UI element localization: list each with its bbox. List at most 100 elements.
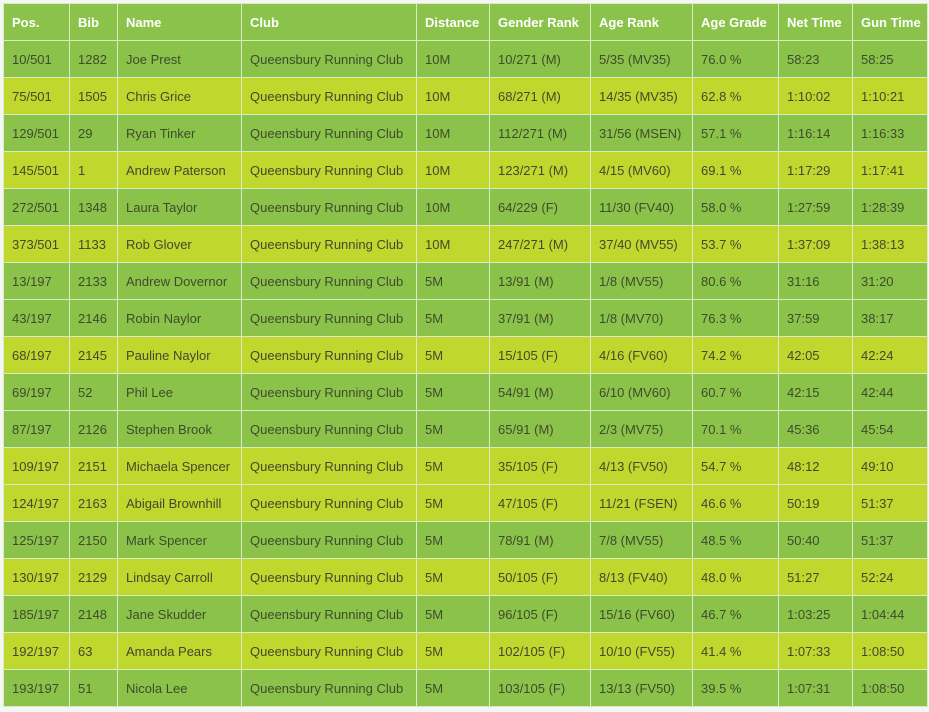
cell-net-time: 1:03:25 [778,595,853,633]
cell-gender-rank: 10/271 (M) [489,40,591,78]
cell-net-time: 50:40 [778,521,853,559]
cell-bib: 2126 [69,410,118,448]
cell-club: Queensbury Running Club [241,521,417,559]
cell-net-time: 42:15 [778,373,853,411]
cell-gun-time: 42:44 [852,373,928,411]
cell-gender-rank: 64/229 (F) [489,188,591,226]
cell-age-grade: 58.0 % [692,188,779,226]
cell-gun-time: 52:24 [852,558,928,596]
cell-bib: 1282 [69,40,118,78]
table-header-row: Pos. Bib Name Club Distance Gender Rank … [3,3,928,41]
cell-bib: 2150 [69,521,118,559]
table-row: 109/197 2151 Michaela Spencer Queensbury Ru… [3,447,928,485]
cell-gun-time: 49:10 [852,447,928,485]
cell-bib: 29 [69,114,118,152]
cell-name: Amanda Pears [117,632,242,670]
cell-club: Queensbury Running Club [241,632,417,670]
cell-name: Andrew Dovernor [117,262,242,300]
table-row: 193/197 51 Nicola Lee Queensbury Running Cl… [3,669,928,707]
cell-age-grade: 39.5 % [692,669,779,707]
cell-age-rank: 6/10 (MV60) [590,373,693,411]
cell-distance: 5M [416,447,490,485]
cell-age-grade: 76.3 % [692,299,779,337]
cell-net-time: 51:27 [778,558,853,596]
cell-pos: 109/197 [3,447,70,485]
table-row: 185/197 2148 Jane Skudder Queensbury Runnin… [3,595,928,633]
cell-bib: 52 [69,373,118,411]
cell-gun-time: 1:17:41 [852,151,928,189]
cell-age-rank: 8/13 (FV40) [590,558,693,596]
cell-pos: 75/501 [3,77,70,115]
cell-bib: 1133 [69,225,118,263]
cell-age-grade: 46.6 % [692,484,779,522]
cell-gun-time: 42:24 [852,336,928,374]
cell-pos: 272/501 [3,188,70,226]
cell-gender-rank: 103/105 (F) [489,669,591,707]
cell-bib: 2129 [69,558,118,596]
cell-pos: 124/197 [3,484,70,522]
cell-gun-time: 31:20 [852,262,928,300]
cell-age-grade: 69.1 % [692,151,779,189]
cell-age-rank: 5/35 (MV35) [590,40,693,78]
column-header-age-rank: Age Rank [590,3,693,41]
table-row: 125/197 2150 Mark Spencer Queensbury Runnin… [3,521,928,559]
cell-name: Jane Skudder [117,595,242,633]
cell-name: Ryan Tinker [117,114,242,152]
cell-distance: 5M [416,484,490,522]
cell-pos: 145/501 [3,151,70,189]
cell-age-grade: 62.8 % [692,77,779,115]
cell-age-rank: 2/3 (MV75) [590,410,693,448]
cell-age-grade: 80.6 % [692,262,779,300]
cell-bib: 2148 [69,595,118,633]
cell-distance: 5M [416,410,490,448]
cell-gun-time: 51:37 [852,521,928,559]
cell-net-time: 45:36 [778,410,853,448]
cell-age-grade: 57.1 % [692,114,779,152]
cell-age-grade: 41.4 % [692,632,779,670]
cell-age-rank: 15/16 (FV60) [590,595,693,633]
cell-gender-rank: 47/105 (F) [489,484,591,522]
cell-age-rank: 4/16 (FV60) [590,336,693,374]
cell-net-time: 50:19 [778,484,853,522]
cell-gun-time: 1:16:33 [852,114,928,152]
cell-net-time: 1:17:29 [778,151,853,189]
column-header-name: Name [117,3,242,41]
table-row: 43/197 2146 Robin Naylor Queensbury Running… [3,299,928,337]
cell-club: Queensbury Running Club [241,373,417,411]
cell-age-rank: 11/21 (FSEN) [590,484,693,522]
cell-bib: 2163 [69,484,118,522]
cell-age-grade: 54.7 % [692,447,779,485]
table-row: 75/501 1505 Chris Grice Queensbury Running … [3,77,928,115]
cell-age-rank: 10/10 (FV55) [590,632,693,670]
cell-club: Queensbury Running Club [241,336,417,374]
cell-gender-rank: 102/105 (F) [489,632,591,670]
cell-net-time: 42:05 [778,336,853,374]
column-header-gender-rank: Gender Rank [489,3,591,41]
cell-bib: 2133 [69,262,118,300]
table-row: 373/501 1133 Rob Glover Queensbury Running … [3,225,928,263]
cell-club: Queensbury Running Club [241,410,417,448]
cell-club: Queensbury Running Club [241,299,417,337]
cell-gender-rank: 15/105 (F) [489,336,591,374]
table-row: 68/197 2145 Pauline Naylor Queensbury Runni… [3,336,928,374]
cell-name: Joe Prest [117,40,242,78]
cell-net-time: 1:27:59 [778,188,853,226]
cell-distance: 10M [416,77,490,115]
cell-bib: 2146 [69,299,118,337]
cell-gender-rank: 68/271 (M) [489,77,591,115]
cell-gun-time: 1:08:50 [852,632,928,670]
cell-net-time: 37:59 [778,299,853,337]
cell-net-time: 48:12 [778,447,853,485]
cell-age-rank: 31/56 (MSEN) [590,114,693,152]
cell-club: Queensbury Running Club [241,114,417,152]
results-body: 10/501 1282 Joe Prest Queensbury Running Cl… [3,40,928,707]
cell-name: Laura Taylor [117,188,242,226]
table-row: 10/501 1282 Joe Prest Queensbury Running Cl… [3,40,928,78]
cell-name: Chris Grice [117,77,242,115]
cell-gun-time: 45:54 [852,410,928,448]
cell-distance: 5M [416,299,490,337]
table-row: 124/197 2163 Abigail Brownhill Queensbury R… [3,484,928,522]
cell-age-grade: 48.0 % [692,558,779,596]
cell-age-grade: 76.0 % [692,40,779,78]
cell-pos: 185/197 [3,595,70,633]
